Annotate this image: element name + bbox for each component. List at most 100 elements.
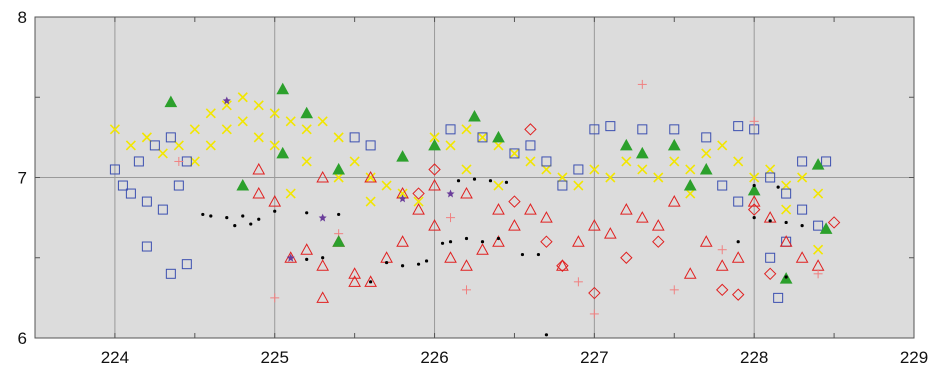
point-dot: [776, 185, 780, 189]
y-tick-label: 6: [18, 329, 27, 348]
point-x: [157, 148, 168, 159]
point-filled-triangle: [635, 146, 649, 159]
point-filled-triangle: [332, 162, 346, 175]
point-triangle: [540, 211, 553, 223]
point-triangle: [444, 251, 457, 263]
point-square: [157, 204, 168, 215]
point-dot: [424, 259, 429, 263]
point-filled-triangle: [699, 162, 713, 175]
point-filled-triangle: [667, 138, 681, 151]
point-square: [733, 196, 744, 207]
point-dot: [736, 240, 740, 244]
data-points: [109, 79, 841, 337]
point-square: [541, 156, 552, 167]
point-dot: [480, 240, 485, 244]
point-x: [429, 132, 440, 143]
point-x: [365, 196, 376, 207]
point-dot: [273, 209, 277, 213]
point-diamond: [827, 216, 841, 229]
point-x: [445, 140, 456, 151]
point-plus: [174, 156, 184, 166]
point-filled-triangle: [332, 235, 346, 247]
point-square: [733, 121, 744, 132]
point-triangle: [588, 219, 601, 231]
point-dot: [257, 217, 261, 221]
point-square: [797, 204, 808, 215]
point-dot: [488, 179, 493, 183]
point-x: [333, 172, 344, 183]
point-diamond: [747, 203, 761, 216]
point-dot: [800, 224, 804, 228]
point-dot: [201, 212, 205, 217]
point-x: [461, 124, 472, 135]
point-x: [205, 140, 216, 151]
point-x: [605, 172, 616, 183]
point-dot: [752, 216, 756, 220]
point-dot: [440, 241, 445, 245]
point-square: [149, 140, 160, 151]
point-triangle: [476, 243, 489, 255]
point-x: [381, 180, 392, 191]
point-x: [765, 164, 776, 175]
point-filled-triangle: [428, 138, 441, 151]
point-triangle: [603, 227, 617, 239]
point-dot: [249, 222, 253, 226]
point-triangle: [524, 203, 537, 215]
point-x: [493, 140, 504, 151]
point-dot: [241, 214, 245, 218]
point-diamond: [731, 288, 745, 301]
point-square: [141, 196, 152, 207]
point-square: [181, 259, 192, 270]
point-square: [637, 124, 648, 135]
point-diamond: [763, 267, 777, 281]
point-x: [685, 164, 696, 175]
point-triangle: [252, 187, 266, 199]
point-filled-triangle: [276, 146, 290, 159]
point-triangle: [492, 235, 505, 247]
point-x: [221, 100, 232, 111]
point-x: [701, 148, 712, 159]
point-triangle: [460, 187, 473, 199]
point-triangle: [779, 235, 793, 247]
point-triangle: [300, 243, 314, 255]
point-star: [286, 253, 295, 262]
point-x: [237, 92, 248, 103]
axes: 224 225 226 227 228 229 6 7 8: [18, 8, 929, 367]
point-x: [141, 132, 152, 143]
point-star: [318, 213, 327, 222]
point-x: [253, 100, 264, 111]
point-plus: [589, 309, 599, 319]
point-triangle: [428, 219, 441, 231]
point-triangle: [635, 211, 649, 223]
point-x: [301, 156, 312, 167]
point-filled-triangle: [300, 106, 314, 119]
point-square: [445, 124, 456, 135]
point-x: [685, 188, 696, 199]
point-triangle: [412, 203, 425, 215]
point-triangle: [508, 219, 521, 231]
point-square: [173, 180, 184, 191]
point-square: [605, 121, 616, 132]
point-x: [125, 140, 136, 151]
point-x: [781, 204, 792, 215]
point-square: [165, 132, 176, 143]
point-x: [173, 140, 184, 151]
point-dot: [520, 252, 525, 257]
point-x: [461, 164, 472, 175]
point-square: [589, 124, 600, 135]
point-plus: [813, 269, 823, 279]
point-triangle: [492, 203, 505, 215]
point-x: [813, 244, 824, 255]
point-diamond: [524, 123, 537, 136]
point-square: [821, 156, 832, 167]
point-square: [765, 252, 776, 263]
point-triangle: [651, 219, 665, 231]
point-filled-triangle: [619, 138, 633, 151]
point-filled-triangle: [683, 178, 697, 191]
point-square: [133, 156, 144, 167]
x-tick-label: 226: [420, 348, 448, 367]
point-square: [141, 241, 152, 252]
point-x: [733, 156, 744, 167]
grid-lines: [35, 17, 914, 338]
